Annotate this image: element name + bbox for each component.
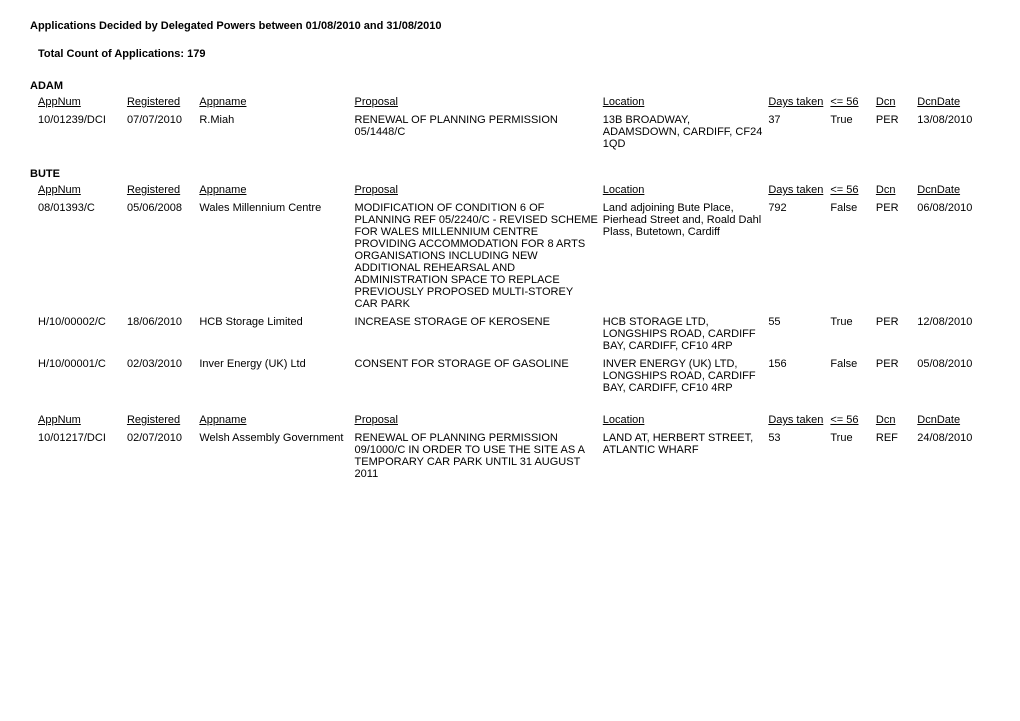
cell-le56: True: [830, 314, 876, 356]
report-title: Applications Decided by Delegated Powers…: [30, 20, 990, 32]
cell-dcndate: 13/08/2010: [917, 112, 998, 154]
col-location: Location: [603, 94, 769, 112]
col-proposal: Proposal: [355, 412, 603, 430]
cell-le56: False: [830, 356, 876, 398]
cell-dcndate: 05/08/2010: [917, 356, 998, 398]
cell-appnum: 10/01217/DCI: [38, 430, 127, 484]
col-days: Days taken: [768, 182, 830, 200]
col-registered: Registered: [127, 94, 199, 112]
cell-registered: 05/06/2008: [127, 200, 199, 314]
cell-appnum: 08/01393/C: [38, 200, 127, 314]
col-appname: Appname: [199, 412, 354, 430]
cell-registered: 18/06/2010: [127, 314, 199, 356]
col-days: Days taken: [768, 94, 830, 112]
cell-proposal: CONSENT FOR STORAGE OF GASOLINE: [355, 356, 603, 398]
cell-dcn: PER: [876, 112, 917, 154]
cell-proposal: MODIFICATION OF CONDITION 6 OF PLANNING …: [355, 200, 603, 314]
col-dcn: Dcn: [876, 94, 917, 112]
col-appnum: AppNum: [38, 94, 127, 112]
cell-days: 156: [768, 356, 830, 398]
report-count: Total Count of Applications: 179: [38, 48, 990, 60]
col-le56: <= 56: [830, 182, 876, 200]
table-row: 10/01217/DCI 02/07/2010 Welsh Assembly G…: [38, 430, 998, 484]
cell-le56: True: [830, 112, 876, 154]
cell-location: LAND AT, HERBERT STREET, ATLANTIC WHARF: [603, 430, 769, 484]
cell-dcndate: 24/08/2010: [917, 430, 998, 484]
cell-proposal: RENEWAL OF PLANNING PERMISSION 09/1000/C…: [355, 430, 603, 484]
cell-dcn: PER: [876, 200, 917, 314]
col-appnum: AppNum: [38, 182, 127, 200]
cell-registered: 07/07/2010: [127, 112, 199, 154]
col-registered: Registered: [127, 412, 199, 430]
cell-proposal: INCREASE STORAGE OF KEROSENE: [355, 314, 603, 356]
table-header-row: AppNum Registered Appname Proposal Locat…: [38, 412, 998, 430]
cell-location: INVER ENERGY (UK) LTD, LONGSHIPS ROAD, C…: [603, 356, 769, 398]
cell-days: 55: [768, 314, 830, 356]
cell-appnum: H/10/00001/C: [38, 356, 127, 398]
table-row: 08/01393/C 05/06/2008 Wales Millennium C…: [38, 200, 998, 314]
col-days: Days taken: [768, 412, 830, 430]
table-row: H/10/00001/C 02/03/2010 Inver Energy (UK…: [38, 356, 998, 398]
col-dcn: Dcn: [876, 182, 917, 200]
cell-appname: R.Miah: [199, 112, 354, 154]
cell-registered: 02/07/2010: [127, 430, 199, 484]
col-proposal: Proposal: [355, 94, 603, 112]
col-dcndate: DcnDate: [917, 94, 998, 112]
cell-location: Land adjoining Bute Place, Pierhead Stre…: [603, 200, 769, 314]
cell-le56: True: [830, 430, 876, 484]
cell-appname: Wales Millennium Centre: [199, 200, 354, 314]
cell-dcn: PER: [876, 314, 917, 356]
cell-dcn: REF: [876, 430, 917, 484]
col-appname: Appname: [199, 94, 354, 112]
cell-location: 13B BROADWAY, ADAMSDOWN, CARDIFF, CF24 1…: [603, 112, 769, 154]
col-location: Location: [603, 412, 769, 430]
col-location: Location: [603, 182, 769, 200]
col-dcndate: DcnDate: [917, 182, 998, 200]
col-le56: <= 56: [830, 412, 876, 430]
col-proposal: Proposal: [355, 182, 603, 200]
table-header-row: AppNum Registered Appname Proposal Locat…: [38, 94, 998, 112]
cell-dcn: PER: [876, 356, 917, 398]
col-le56: <= 56: [830, 94, 876, 112]
applications-table-bute-2: AppNum Registered Appname Proposal Locat…: [38, 412, 998, 484]
col-dcndate: DcnDate: [917, 412, 998, 430]
table-row: 10/01239/DCI 07/07/2010 R.Miah RENEWAL O…: [38, 112, 998, 154]
ward-heading-adam: ADAM: [30, 80, 990, 92]
cell-days: 792: [768, 200, 830, 314]
cell-location: HCB STORAGE LTD, LONGSHIPS ROAD, CARDIFF…: [603, 314, 769, 356]
cell-dcndate: 12/08/2010: [917, 314, 998, 356]
cell-appname: Welsh Assembly Government: [199, 430, 354, 484]
cell-appnum: 10/01239/DCI: [38, 112, 127, 154]
col-appnum: AppNum: [38, 412, 127, 430]
table-row: H/10/00002/C 18/06/2010 HCB Storage Limi…: [38, 314, 998, 356]
table-header-row: AppNum Registered Appname Proposal Locat…: [38, 182, 998, 200]
cell-appname: Inver Energy (UK) Ltd: [199, 356, 354, 398]
cell-proposal: RENEWAL OF PLANNING PERMISSION 05/1448/C: [355, 112, 603, 154]
col-registered: Registered: [127, 182, 199, 200]
cell-days: 37: [768, 112, 830, 154]
cell-appname: HCB Storage Limited: [199, 314, 354, 356]
applications-table-bute: AppNum Registered Appname Proposal Locat…: [38, 182, 998, 398]
ward-heading-bute: BUTE: [30, 168, 990, 180]
col-dcn: Dcn: [876, 412, 917, 430]
col-appname: Appname: [199, 182, 354, 200]
applications-table-adam: AppNum Registered Appname Proposal Locat…: [38, 94, 998, 154]
cell-dcndate: 06/08/2010: [917, 200, 998, 314]
cell-days: 53: [768, 430, 830, 484]
cell-appnum: H/10/00002/C: [38, 314, 127, 356]
cell-registered: 02/03/2010: [127, 356, 199, 398]
cell-le56: False: [830, 200, 876, 314]
